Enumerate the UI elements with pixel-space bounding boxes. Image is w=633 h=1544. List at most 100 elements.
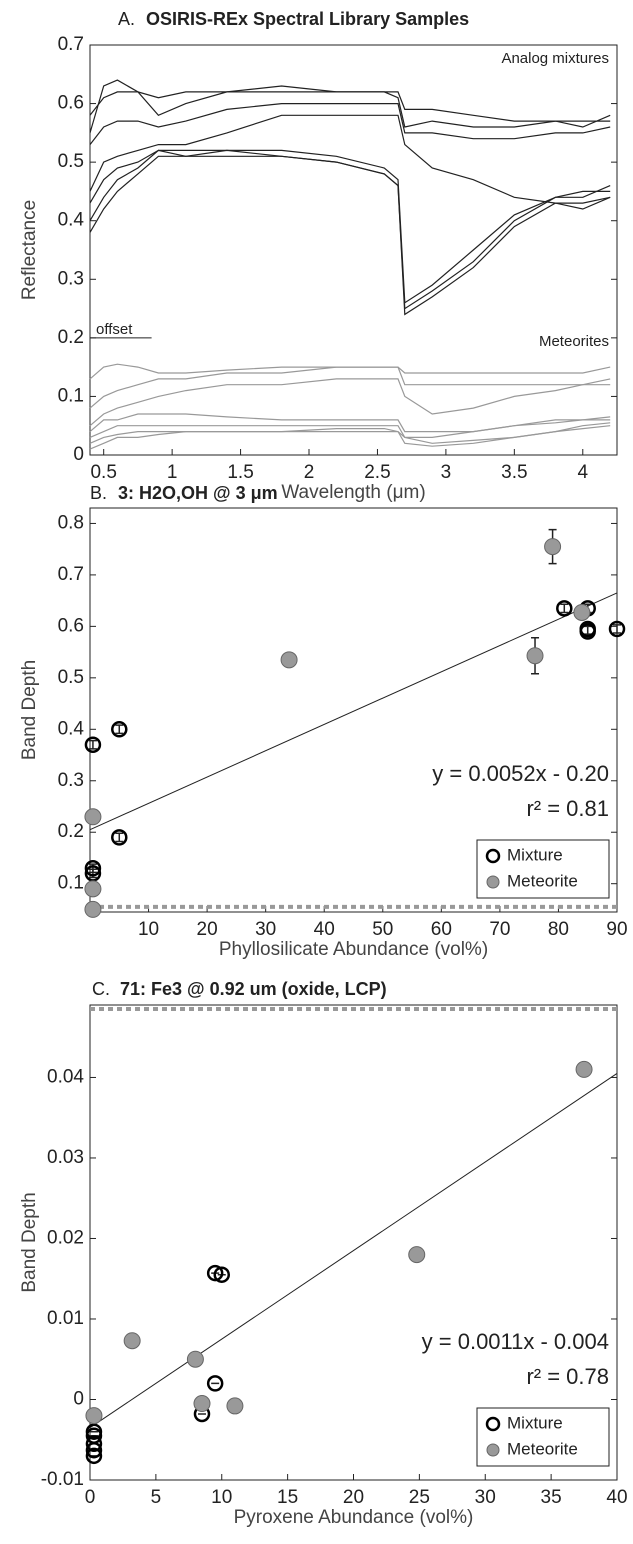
spectrum-line (89, 114, 611, 210)
mixture-point (85, 1441, 103, 1459)
meteorite-point (84, 900, 102, 918)
y-axis-label: Band Depth (19, 1192, 40, 1292)
y-tick-label: 0.3 (58, 770, 84, 791)
meteorite-point (573, 603, 591, 621)
y-tick-label: 0.6 (58, 93, 84, 114)
fit-equation: y = 0.0011x - 0.004 (422, 1329, 609, 1354)
y-tick-label: 0.1 (58, 385, 84, 406)
mixture-point (85, 1447, 103, 1465)
spectrum-line (89, 378, 611, 427)
x-tick-label: 2.5 (364, 462, 390, 483)
x-tick-label: 60 (431, 919, 452, 940)
mixture-point (206, 1264, 224, 1282)
legend-label: Mixture (507, 1413, 563, 1432)
y-axis-label: Band Depth (19, 660, 40, 760)
x-tick-label: 3 (441, 462, 452, 483)
y-tick-label: 0.1 (58, 873, 84, 894)
x-tick-label: 3.5 (501, 462, 527, 483)
y-tick-label: 0.02 (47, 1227, 84, 1248)
chart-title: OSIRIS-REx Spectral Library Samples (146, 9, 469, 29)
error-bar (560, 603, 569, 614)
mixture-point (111, 829, 128, 846)
x-tick-label: 20 (343, 1487, 364, 1508)
legend-label: Meteorite (507, 871, 578, 890)
meteorite-point (226, 1397, 244, 1415)
plot-frame (89, 44, 618, 456)
legend-label: Meteorite (507, 1439, 578, 1458)
meteorite-point (193, 1395, 211, 1413)
y-tick-label: 0.4 (58, 718, 85, 739)
y-tick-label: 0.04 (47, 1066, 84, 1087)
y-tick-label: 0.7 (58, 34, 84, 55)
x-tick-label: 1.5 (227, 462, 253, 483)
legend-marker (485, 848, 501, 864)
spectrum-line (89, 366, 611, 409)
meteorite-point (526, 647, 544, 665)
x-tick-label: 40 (606, 1487, 627, 1508)
legend-marker (486, 875, 500, 889)
offset-label: offset (96, 321, 133, 338)
legend-box (476, 1407, 610, 1467)
y-tick-label: 0.4 (58, 210, 85, 231)
plot-frame (89, 507, 618, 913)
fit-line (89, 592, 618, 831)
x-tick-label: 1 (167, 462, 178, 483)
fit-line (89, 1073, 618, 1429)
mixture-point (84, 736, 102, 753)
x-tick-label: 50 (372, 919, 393, 940)
error-bar (88, 739, 97, 750)
annotation: Meteorites (539, 333, 609, 350)
mixture-point (206, 1375, 224, 1392)
spectrum-line (89, 416, 611, 438)
meteorite-point (85, 1407, 103, 1425)
x-tick-label: 30 (475, 1487, 496, 1508)
x-tick-label: 10 (138, 919, 159, 940)
legend-marker (485, 1416, 501, 1432)
meteorite-point (280, 651, 298, 669)
mixture-point (111, 721, 128, 738)
spectrum-line (89, 91, 611, 122)
panel-label: C. (92, 979, 110, 999)
y-tick-label: 0.5 (58, 151, 84, 172)
y-tick-label: 0.7 (58, 564, 84, 585)
x-axis-label: Phyllosilicate Abundance (vol%) (219, 939, 488, 960)
x-tick-label: 35 (541, 1487, 562, 1508)
legend-marker (486, 1443, 500, 1457)
spectrum-line (89, 149, 611, 304)
meteorite-point (408, 1246, 426, 1264)
mixture-point (556, 600, 573, 617)
x-axis-label: Wavelength (μm) (281, 482, 425, 503)
y-tick-label: 0.3 (58, 268, 84, 289)
legend-label: Mixture (507, 845, 563, 864)
spectrum-line (89, 363, 611, 380)
y-axis-label: Reflectance (19, 200, 40, 300)
mixture-point (608, 620, 626, 638)
y-tick-label: 0.2 (58, 327, 84, 348)
y-tick-label: 0.2 (58, 821, 84, 842)
error-bar (115, 832, 124, 843)
x-tick-label: 0 (85, 1487, 96, 1508)
y-tick-label: 0 (73, 1389, 84, 1410)
mixture-point (213, 1266, 230, 1283)
meteorite-point (544, 538, 562, 556)
chart-title: 71: Fe3 @ 0.92 um (oxide, LCP) (120, 979, 387, 999)
x-tick-label: 0.5 (90, 462, 116, 483)
x-tick-label: 40 (314, 919, 335, 940)
fit-equation: r² = 0.78 (526, 1364, 609, 1389)
x-tick-label: 15 (277, 1487, 298, 1508)
spectrum-line (89, 103, 611, 145)
x-tick-label: 20 (197, 919, 218, 940)
fit-equation: y = 0.0052x - 0.20 (432, 761, 609, 786)
x-tick-label: 4 (577, 462, 588, 483)
spectrum-line (89, 425, 611, 450)
x-tick-label: 10 (211, 1487, 232, 1508)
spectrum-line (89, 149, 611, 316)
spectrum-line (89, 149, 611, 310)
error-bar (115, 724, 124, 735)
meteorite-point (186, 1350, 204, 1368)
mixture-point (85, 1435, 103, 1453)
x-tick-label: 70 (489, 919, 510, 940)
x-tick-label: 80 (548, 919, 569, 940)
